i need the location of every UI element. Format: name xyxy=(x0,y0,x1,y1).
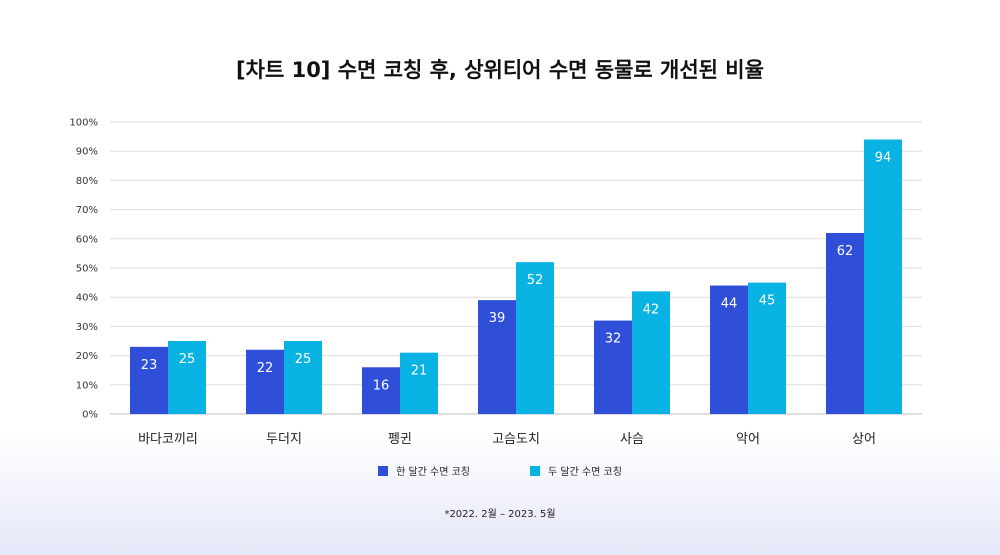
legend-swatch-two-months xyxy=(530,465,540,476)
data-label: 25 xyxy=(179,352,196,367)
bar xyxy=(748,282,786,414)
legend-label-one-month: 한 달간 수면 코칭 xyxy=(396,467,470,478)
data-label: 22 xyxy=(257,361,274,376)
data-label: 52 xyxy=(527,273,544,288)
footnote: *2022. 2월 – 2023. 5월 xyxy=(444,509,556,520)
y-tick-label: 60% xyxy=(76,234,98,245)
data-label: 16 xyxy=(373,378,390,393)
bar xyxy=(284,341,322,414)
data-label: 45 xyxy=(759,294,776,309)
data-label: 25 xyxy=(295,352,312,367)
x-tick-label: 바다코끼리 xyxy=(138,432,198,447)
y-tick-label: 90% xyxy=(76,147,98,158)
y-tick-label: 40% xyxy=(76,293,98,304)
bar xyxy=(710,285,748,414)
chart-title: [차트 10] 수면 코칭 후, 상위티어 수면 동물로 개선된 비율 xyxy=(236,58,764,82)
x-tick-label: 악어 xyxy=(736,432,760,447)
bar xyxy=(246,349,284,414)
x-tick-label: 두더지 xyxy=(266,432,302,447)
data-label: 42 xyxy=(643,302,660,317)
bar xyxy=(632,291,670,414)
bars: 23 25 22 25 16 21 39 52 32 42 44 45 62 94 xyxy=(130,139,902,414)
legend: 한 달간 수면 코칭 두 달간 수면 코칭 xyxy=(0,463,1000,478)
y-axis-ticks: 0% 10% 20% 30% 40% 50% 60% 70% 80% 90% 100% xyxy=(69,118,98,421)
bar xyxy=(478,300,516,414)
y-tick-label: 0% xyxy=(82,410,98,421)
y-tick-label: 10% xyxy=(76,380,98,391)
bar xyxy=(516,262,554,414)
x-tick-label: 펭귄 xyxy=(388,432,412,447)
bar xyxy=(168,341,206,414)
data-label: 94 xyxy=(875,151,892,166)
bar xyxy=(594,320,632,414)
y-tick-label: 20% xyxy=(76,351,98,362)
bar xyxy=(400,352,438,414)
bar xyxy=(826,232,864,414)
x-tick-label: 고슴도치 xyxy=(492,432,540,447)
y-tick-label: 80% xyxy=(76,176,98,187)
bar xyxy=(362,367,400,414)
data-label: 23 xyxy=(141,358,158,373)
bar xyxy=(130,346,168,414)
y-tick-label: 50% xyxy=(76,264,98,275)
x-tick-label: 사슴 xyxy=(620,432,644,447)
legend-item-two-months: 두 달간 수면 코칭 xyxy=(530,463,622,478)
x-tick-label: 상어 xyxy=(852,432,876,447)
y-tick-label: 30% xyxy=(76,322,98,333)
legend-item-one-month: 한 달간 수면 코칭 xyxy=(378,463,470,478)
data-label: 32 xyxy=(605,332,622,347)
legend-swatch-one-month xyxy=(378,465,389,476)
data-label: 39 xyxy=(489,311,506,326)
data-label: 21 xyxy=(411,364,428,379)
data-label: 62 xyxy=(837,244,854,259)
y-tick-label: 70% xyxy=(76,205,98,216)
bar xyxy=(864,139,902,414)
y-tick-label: 100% xyxy=(69,118,98,129)
x-axis-ticks: 바다코끼리 두더지 펭귄 고슴도치 사슴 악어 상어 xyxy=(138,432,876,447)
legend-label-two-months: 두 달간 수면 코칭 xyxy=(548,467,622,478)
data-label: 44 xyxy=(721,297,738,312)
